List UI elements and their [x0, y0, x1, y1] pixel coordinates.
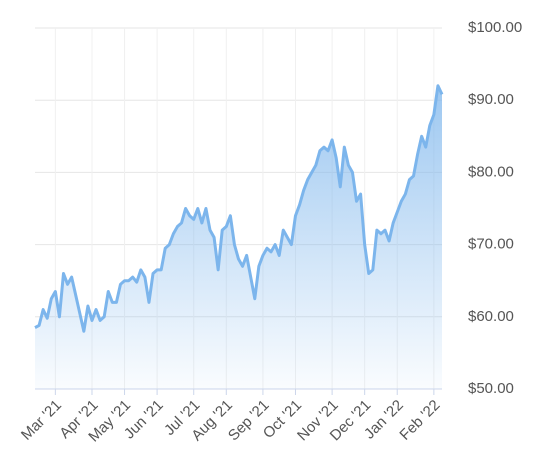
y-tick-label: $80.00 [468, 163, 514, 180]
x-tick-label: Mar '21 [18, 397, 65, 444]
x-tick-label: Feb '22 [396, 397, 443, 444]
x-tick-label: Sep '21 [225, 397, 273, 445]
area-fill [35, 85, 442, 389]
y-tick-label: $50.00 [468, 380, 514, 397]
price-line [34, 84, 444, 333]
y-tick-label: $60.00 [468, 308, 514, 325]
y-tick-label: $90.00 [468, 91, 514, 108]
y-tick-label: $100.00 [468, 19, 522, 36]
y-tick-label: $70.00 [468, 236, 514, 253]
